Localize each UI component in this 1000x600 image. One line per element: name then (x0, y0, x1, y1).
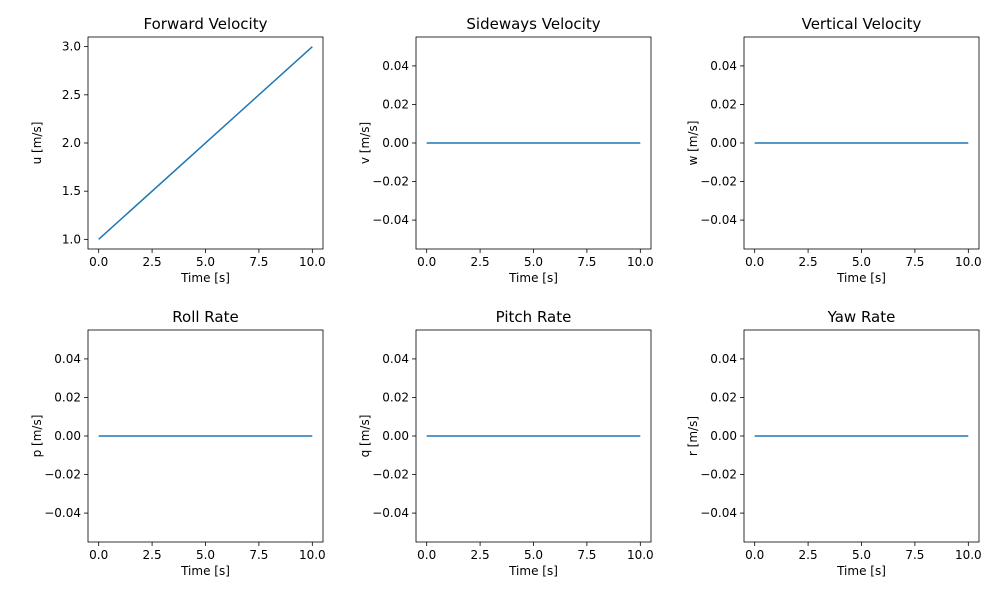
y-tick-label: 0.04 (710, 59, 737, 73)
y-tick-label: −0.04 (372, 213, 409, 227)
y-tick-label: 0.00 (710, 136, 737, 150)
x-tick-label: 10.0 (955, 548, 982, 562)
x-tick-label: 5.0 (524, 548, 543, 562)
x-tick-label: 5.0 (196, 548, 215, 562)
y-tick-label: 1.0 (62, 232, 81, 246)
x-tick-label: 10.0 (627, 548, 654, 562)
x-tick-label: 0.0 (745, 548, 764, 562)
x-tick-label: 7.5 (905, 548, 924, 562)
chart-title: Yaw Rate (827, 308, 896, 326)
x-tick-label: 5.0 (852, 255, 871, 269)
y-tick-label: −0.02 (372, 468, 409, 482)
x-tick-label: 7.5 (249, 548, 268, 562)
x-axis-label: Time [s] (836, 564, 886, 578)
x-axis-label: Time [s] (836, 271, 886, 285)
x-tick-label: 0.0 (417, 255, 436, 269)
subplot-3: 0.0 2.5 5.0 7.5 10.0 −0.04 −0.02 0.00 0.02 0.04 Ve… (686, 15, 982, 285)
subplot-4: 0.0 2.5 5.0 7.5 10.0 −0.04 −0.02 0.00 0.02 0.04 Ro… (30, 308, 326, 578)
subplot-6: 0.0 2.5 5.0 7.5 10.0 −0.04 −0.02 0.00 0.02 0.04 Ya… (686, 308, 982, 578)
y-tick-label: −0.02 (700, 468, 737, 482)
chart-title: Roll Rate (172, 308, 238, 326)
y-tick-label: 0.00 (54, 429, 81, 443)
x-tick-label: 10.0 (955, 255, 982, 269)
subplot-2: 0.0 2.5 5.0 7.5 10.0 −0.04 −0.02 0.00 0.02 0.04 Si… (358, 15, 654, 285)
x-axis-label: Time [s] (508, 564, 558, 578)
y-axis-label: v [m/s] (358, 122, 372, 164)
y-tick-label: 3.0 (62, 40, 81, 54)
y-tick-label: −0.02 (372, 175, 409, 189)
x-tick-label: 2.5 (471, 548, 490, 562)
x-tick-label: 2.5 (799, 255, 818, 269)
y-tick-label: −0.04 (372, 506, 409, 520)
y-tick-label: 0.02 (710, 390, 737, 404)
x-tick-label: 2.5 (471, 255, 490, 269)
y-tick-label: −0.04 (44, 506, 81, 520)
subplot-5: 0.0 2.5 5.0 7.5 10.0 −0.04 −0.02 0.00 0.02 0.04 Pi… (358, 308, 654, 578)
x-axis-label: Time [s] (508, 271, 558, 285)
y-tick-label: 0.02 (382, 390, 409, 404)
x-tick-label: 7.5 (577, 548, 596, 562)
y-axis-label: u [m/s] (30, 122, 44, 165)
x-tick-label: 2.5 (799, 548, 818, 562)
y-tick-label: 0.04 (382, 59, 409, 73)
x-tick-label: 2.5 (143, 548, 162, 562)
y-tick-label: 0.00 (382, 429, 409, 443)
y-axis-label: r [m/s] (686, 416, 700, 456)
x-axis-label: Time [s] (180, 564, 230, 578)
y-tick-label: 2.5 (62, 88, 81, 102)
chart-title: Pitch Rate (496, 308, 572, 326)
y-tick-label: 2.0 (62, 136, 81, 150)
y-tick-label: 0.02 (382, 97, 409, 111)
y-tick-label: −0.04 (700, 506, 737, 520)
x-tick-label: 2.5 (143, 255, 162, 269)
y-tick-label: 0.00 (382, 136, 409, 150)
x-tick-label: 10.0 (299, 255, 326, 269)
x-tick-label: 7.5 (905, 255, 924, 269)
subplot-1: 0.0 2.5 5.0 7.5 10.0 1.0 1.5 2.0 2.5 3.0 Forward V… (30, 15, 326, 285)
x-tick-label: 7.5 (577, 255, 596, 269)
y-tick-label: 0.02 (54, 390, 81, 404)
x-tick-label: 0.0 (745, 255, 764, 269)
y-tick-label: −0.04 (700, 213, 737, 227)
y-tick-label: 0.02 (710, 97, 737, 111)
y-tick-label: 1.5 (62, 184, 81, 198)
x-tick-label: 0.0 (89, 548, 108, 562)
y-tick-label: −0.02 (700, 175, 737, 189)
x-tick-label: 5.0 (524, 255, 543, 269)
x-tick-label: 5.0 (852, 548, 871, 562)
y-tick-label: 0.04 (710, 352, 737, 366)
y-tick-label: −0.02 (44, 468, 81, 482)
x-tick-label: 7.5 (249, 255, 268, 269)
y-tick-label: 0.04 (382, 352, 409, 366)
x-tick-label: 10.0 (299, 548, 326, 562)
x-tick-label: 0.0 (417, 548, 436, 562)
chart-title: Sideways Velocity (466, 15, 600, 33)
series-line-1 (98, 46, 313, 240)
y-tick-label: 0.00 (710, 429, 737, 443)
y-axis-label: q [m/s] (358, 415, 372, 458)
y-tick-label: 0.04 (54, 352, 81, 366)
x-tick-label: 10.0 (627, 255, 654, 269)
y-axis-label: w [m/s] (686, 121, 700, 166)
chart-title: Vertical Velocity (802, 15, 922, 33)
x-tick-label: 5.0 (196, 255, 215, 269)
chart-title: Forward Velocity (144, 15, 268, 33)
x-axis-label: Time [s] (180, 271, 230, 285)
x-tick-label: 0.0 (89, 255, 108, 269)
y-axis-label: p [m/s] (30, 415, 44, 458)
